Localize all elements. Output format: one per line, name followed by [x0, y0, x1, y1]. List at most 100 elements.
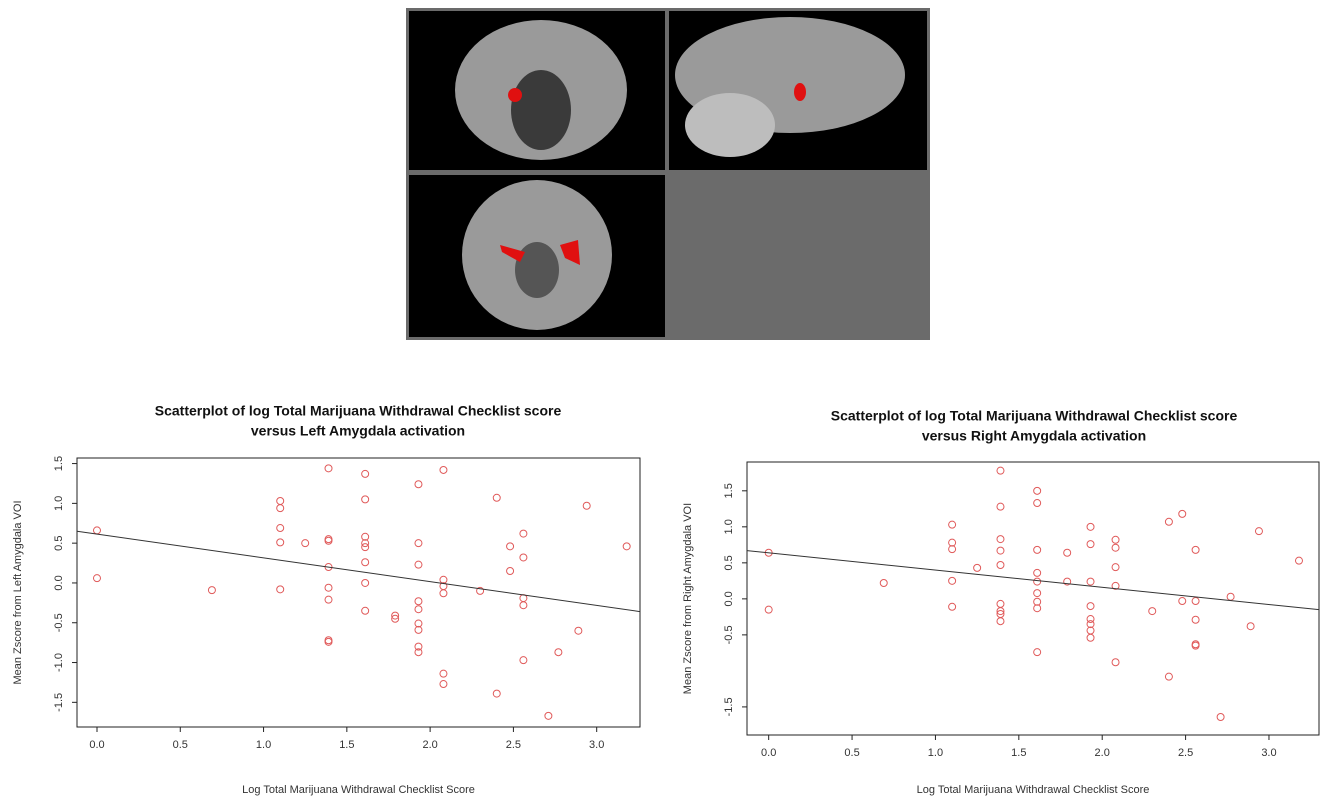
point: [325, 537, 332, 544]
point: [208, 587, 215, 594]
point: [765, 606, 772, 613]
x-tick-label: 2.5: [1178, 747, 1193, 759]
point: [997, 600, 1004, 607]
point: [1112, 659, 1119, 666]
point: [507, 543, 514, 550]
y-tick-label: 0.0: [53, 575, 65, 590]
chart-title: Scatterplot of log Total Marijuana Withd…: [831, 408, 1238, 424]
point: [1034, 487, 1041, 494]
axial-center: [515, 242, 559, 298]
chart-title: versus Left Amygdala activation: [251, 423, 465, 439]
point: [1034, 569, 1041, 576]
point: [1087, 541, 1094, 548]
x-tick-label: 0.0: [761, 747, 776, 759]
point: [302, 540, 309, 547]
y-tick-label: 1.5: [53, 456, 65, 471]
point: [555, 649, 562, 656]
plot-frame: [77, 458, 640, 727]
point: [1087, 627, 1094, 634]
y-tick-label: 0.5: [53, 536, 65, 551]
point: [415, 598, 422, 605]
point: [325, 584, 332, 591]
point: [325, 638, 332, 645]
x-tick-label: 3.0: [1261, 747, 1276, 759]
point: [1192, 598, 1199, 605]
x-tick-label: 0.0: [89, 739, 104, 751]
point: [949, 577, 956, 584]
point: [880, 580, 887, 587]
point: [440, 670, 447, 677]
point: [949, 539, 956, 546]
point: [325, 536, 332, 543]
y-tick-label: -0.5: [53, 613, 65, 632]
point: [997, 562, 1004, 569]
point: [997, 503, 1004, 510]
activation: [794, 83, 806, 101]
point: [583, 502, 590, 509]
x-tick-label: 1.0: [256, 739, 271, 751]
y-tick-label: 0.5: [723, 555, 735, 570]
point: [1087, 634, 1094, 641]
point: [440, 590, 447, 597]
point: [93, 527, 100, 534]
point: [415, 606, 422, 613]
y-tick-label: -0.5: [723, 625, 735, 644]
x-tick-label: 0.5: [844, 747, 859, 759]
point: [1087, 621, 1094, 628]
point: [1087, 603, 1094, 610]
point: [1064, 549, 1071, 556]
point: [949, 521, 956, 528]
point: [325, 637, 332, 644]
point: [1087, 523, 1094, 530]
y-tick-label: 1.0: [723, 519, 735, 534]
point: [362, 559, 369, 566]
point: [1165, 673, 1172, 680]
point: [362, 470, 369, 477]
point: [1034, 500, 1041, 507]
point: [277, 505, 284, 512]
y-tick-label: 1.0: [53, 496, 65, 511]
point: [362, 496, 369, 503]
point: [520, 554, 527, 561]
point: [277, 586, 284, 593]
y-tick-label: -1.0: [53, 653, 65, 672]
point: [623, 543, 630, 550]
point: [1112, 536, 1119, 543]
point: [277, 497, 284, 504]
point: [277, 539, 284, 546]
point: [997, 536, 1004, 543]
point: [1034, 598, 1041, 605]
point: [415, 540, 422, 547]
cerebellum: [685, 93, 775, 157]
y-tick-label: 0.0: [723, 591, 735, 606]
point: [997, 467, 1004, 474]
y-axis-label: Mean Zscore from Right Amygdala VOI: [682, 503, 694, 694]
point: [362, 607, 369, 614]
point: [1192, 616, 1199, 623]
point: [415, 481, 422, 488]
point: [520, 602, 527, 609]
point: [1165, 518, 1172, 525]
y-tick-label: 1.5: [723, 483, 735, 498]
point: [545, 712, 552, 719]
point: [1255, 528, 1262, 535]
coronal-center: [511, 70, 571, 150]
chart-title: versus Right Amygdala activation: [922, 428, 1146, 444]
x-tick-label: 1.5: [1011, 747, 1026, 759]
x-tick-label: 3.0: [589, 739, 604, 751]
point: [1034, 546, 1041, 553]
point: [1179, 598, 1186, 605]
point: [440, 466, 447, 473]
y-tick-label: -1.5: [53, 693, 65, 712]
x-tick-label: 2.0: [422, 739, 437, 751]
x-tick-label: 2.0: [1095, 747, 1110, 759]
fit-line: [77, 531, 640, 611]
point: [1034, 590, 1041, 597]
x-axis-label: Log Total Marijuana Withdrawal Checklist…: [242, 784, 475, 796]
x-tick-label: 0.5: [173, 739, 188, 751]
point: [415, 561, 422, 568]
point: [1227, 593, 1234, 600]
point: [1034, 605, 1041, 612]
point: [493, 494, 500, 501]
point: [949, 603, 956, 610]
